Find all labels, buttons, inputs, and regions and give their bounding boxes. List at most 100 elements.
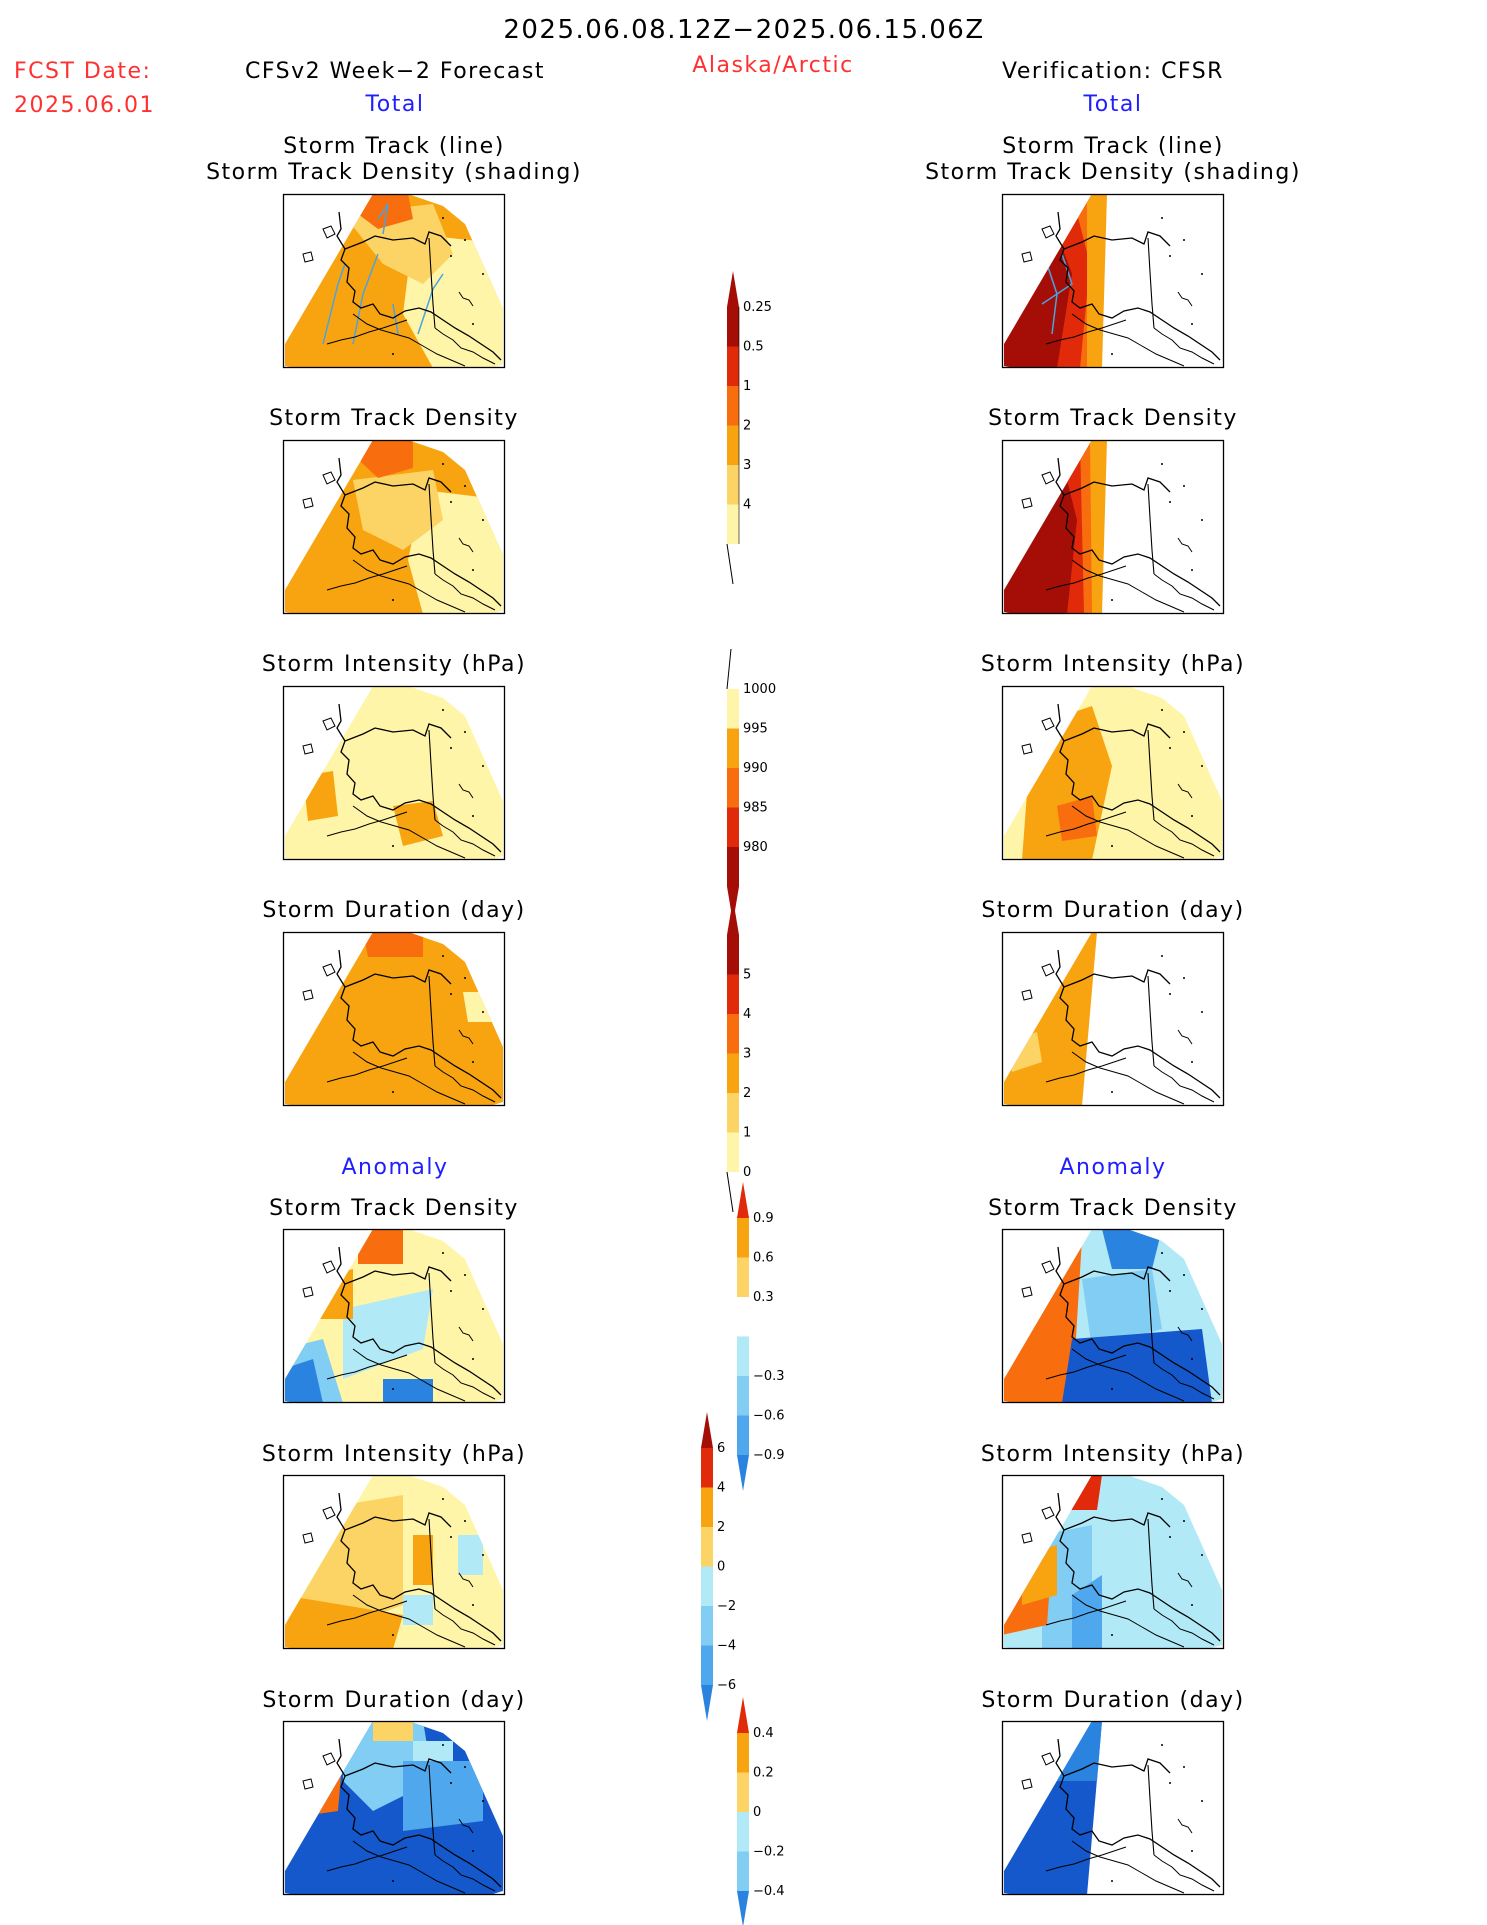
map-frame [282,1474,506,1650]
colorbar-label: −0.4 [753,1884,785,1899]
left-p4-title: Storm Duration (day) [262,898,525,923]
map-frame [282,685,506,861]
shading-darkorange [358,1229,403,1264]
colorbar-label: −0.3 [753,1369,785,1384]
duration-colorbar: 0 1 2 3 4 5 [726,899,751,1213]
colorbar-label: −0.9 [753,1448,785,1463]
colorbar-label: 3 [743,458,751,473]
left-p3-map [282,685,506,861]
intensity-colorbar: 1000 995 990 985 980 [726,648,776,923]
colorbar-segment [727,307,739,347]
right-p5-title: Storm Track Density [988,1196,1238,1221]
left-p1-title: Storm Track (line) [283,134,505,159]
colorbar-label: −0.6 [753,1409,785,1424]
map-frame [1001,1720,1225,1896]
left-p1-map [282,193,506,369]
left-p5-title: Storm Track Density [269,1196,519,1221]
right-p5-map [1001,1228,1225,1404]
colorbar-label: 0 [753,1805,761,1820]
colorbar-label: 985 [743,801,768,816]
colorbar-label: 0.9 [753,1211,774,1226]
map-frame [282,193,506,369]
shading-paleblue [343,1289,433,1379]
shading-blue [383,1379,433,1403]
verification-title: Verification: CFSR [1002,59,1224,84]
map-frame [282,1720,506,1896]
colorbar-label: 4 [743,498,751,513]
fcst-date-value: 2025.06.01 [14,93,155,118]
colorbar-label: 3 [743,1047,751,1062]
colorbar-label: 0 [743,1165,751,1180]
shading-lightblue [1082,1269,1162,1349]
map-frame [1001,931,1225,1107]
colorbar-label: 1 [743,379,751,394]
shading-darkorange [1057,796,1097,841]
right-p3-map [1001,685,1225,861]
colorbar-label: 4 [743,1007,751,1022]
colorbar-label: 990 [743,761,768,776]
colorbar-cap [727,271,739,307]
colorbar-label: 1 [743,1126,751,1141]
right-p7-title: Storm Duration (day) [981,1688,1244,1713]
shading-blue [285,1359,323,1403]
left-p4-map [282,931,506,1107]
anomaly-intensity-colorbar: 6 4 2 0 −2 −4 −6 [701,1412,736,1721]
colorbar-label: 0 [717,1560,725,1575]
right-p4-map [1001,931,1225,1107]
colorbar-label: 0.2 [753,1766,774,1781]
shading-midblue [403,1761,483,1831]
map-frame [1001,193,1225,369]
storm-track-line [322,203,444,345]
colorbar-segment [727,504,739,544]
shading-darkorange [363,932,423,957]
right-p7-map [1001,1720,1225,1896]
shading-orange [413,1535,433,1585]
left-p7-map [282,1720,506,1896]
right-p4-title: Storm Duration (day) [981,898,1244,923]
date-range-title: 2025.06.08.12Z−2025.06.15.06Z [503,15,984,45]
colorbar-label: 0.5 [743,340,764,355]
shading-paleblue [458,1535,483,1575]
right-p6-map [1001,1474,1225,1650]
right-p1-title: Storm Track (line) [1002,134,1224,159]
shading-paleblue [403,1595,433,1625]
colorbar-label: 980 [743,840,768,855]
left-p2-title: Storm Track Density [269,406,519,431]
colorbar-label: −4 [717,1639,736,1654]
colorbar-segment [727,386,739,426]
shading-yellow [353,470,443,550]
shading-paleblue [413,1741,453,1761]
colorbar-segment [727,346,739,386]
colorbar-label: 5 [743,968,751,983]
map-frame [282,1228,506,1404]
shading-midblue [1072,1575,1102,1649]
forecast-total-label: Total [365,92,425,117]
right-p2-map [1001,439,1225,615]
shading-yellow [343,204,453,284]
colorbar-label: 0.4 [753,1726,774,1741]
map-frame [1001,439,1225,615]
colorbar-label: 4 [717,1481,725,1496]
colorbar-label: 0.3 [753,1290,774,1305]
colorbar-label: 0.6 [753,1251,774,1266]
right-p1-title: Storm Track Density (shading) [925,160,1301,185]
colorbar-segment [727,465,739,505]
colorbar-label: 0.25 [743,300,772,315]
left-p7-title: Storm Duration (day) [262,1688,525,1713]
map-frame [1001,1474,1225,1650]
fcst-date-label: FCST Date: [14,59,151,84]
colorbar-label: 6 [717,1441,725,1456]
map-frame [282,439,506,615]
colorbar-label: −0.2 [753,1845,785,1860]
right-p3-title: Storm Intensity (hPa) [981,652,1245,677]
left-p6-map [282,1474,506,1650]
anomaly-duration-colorbar: 0.4 0.2 0 −0.2 −0.4 [737,1697,785,1925]
map-frame [1001,685,1225,861]
density-colorbar: 0.25 0.5 1 2 3 4 [726,271,772,585]
shading-yellow [373,1721,413,1741]
left-p5-map [282,1228,506,1404]
colorbar-label: 2 [717,1520,725,1535]
colorbar-label: 1000 [743,682,776,697]
shading-orange [285,1595,403,1649]
left-p6-title: Storm Intensity (hPa) [262,1442,526,1467]
